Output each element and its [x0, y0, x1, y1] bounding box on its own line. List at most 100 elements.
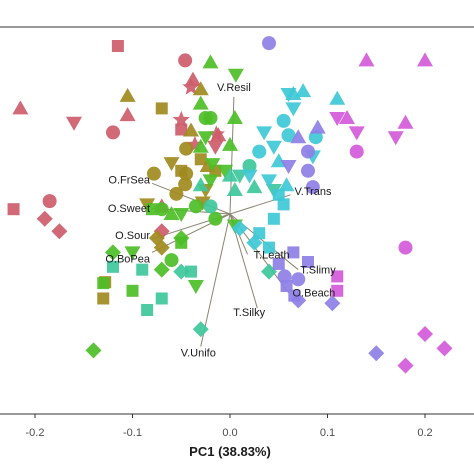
loading-vector — [200, 213, 231, 347]
data-point-red-diamond — [36, 210, 53, 227]
data-point-olive-diamond — [153, 239, 170, 256]
data-point-teal-triangle — [192, 177, 209, 192]
data-point-green-diamond — [173, 230, 190, 246]
data-point-red-star — [172, 110, 190, 128]
data-point-teal-circle — [242, 159, 257, 173]
data-point-green-triangle — [222, 136, 238, 151]
data-point-magenta-diamond — [436, 340, 453, 357]
loading-label: O.Beach — [293, 288, 336, 300]
data-point-cyan-diamond — [231, 220, 248, 237]
data-point-green-square — [126, 284, 139, 297]
x-tick-label: 0.2 — [417, 427, 432, 439]
data-point-cyan-circle — [281, 128, 296, 143]
loading-label: T.Leath — [254, 249, 290, 261]
data-point-olive-tridown — [163, 157, 180, 172]
data-point-green-tridown — [197, 131, 214, 146]
data-point-cyan-tridown — [280, 88, 297, 102]
data-point-blue-tridown — [280, 160, 297, 174]
data-point-red-square — [175, 123, 188, 136]
data-point-green-diamond — [153, 261, 170, 278]
loading-label: T.Slimy — [300, 265, 336, 277]
data-point-teal-square — [185, 265, 197, 278]
x-tick-label: 0.0 — [222, 427, 237, 439]
data-point-teal-diamond — [192, 321, 209, 338]
data-point-blue-circle — [301, 144, 315, 159]
data-point-green-square — [97, 277, 110, 290]
loading-label: O.FrSea — [108, 174, 150, 186]
data-point-cyan-triangle — [329, 90, 346, 105]
data-point-red-circle — [42, 194, 57, 209]
data-point-red-tridown — [66, 116, 82, 131]
data-point-cyan-square — [267, 212, 280, 225]
data-point-red-star — [186, 135, 204, 153]
data-point-magenta-triangle — [339, 110, 355, 124]
data-point-red-star — [207, 125, 225, 142]
data-point-magenta-triangle — [397, 114, 414, 129]
data-point-magenta-tridown — [348, 126, 365, 141]
data-point-red-star — [182, 78, 200, 95]
data-point-red-triangle — [119, 107, 136, 122]
data-point-olive-circle — [179, 166, 194, 181]
data-point-green-triangle — [202, 54, 219, 69]
data-point-teal-square — [136, 263, 149, 276]
data-point-green-tridown — [187, 280, 204, 294]
loading-label: O.BoPea — [105, 253, 151, 265]
data-point-olive-circle — [178, 177, 193, 192]
data-point-magenta-tridown — [329, 112, 346, 126]
data-point-blue-triangle — [309, 119, 326, 134]
x-tick-label: -0.2 — [26, 427, 45, 439]
data-point-teal-triangle — [246, 179, 263, 194]
loading-label: V.Unifo — [181, 347, 216, 359]
loading-label: T.Silky — [233, 307, 265, 319]
data-point-green-circle — [188, 199, 203, 214]
data-point-green-circle — [164, 253, 179, 268]
x-tick-label: 0.1 — [320, 427, 335, 439]
data-point-green-tridown — [173, 208, 190, 222]
data-point-green-circle — [208, 211, 223, 226]
data-point-green-tridown — [202, 174, 219, 189]
data-point-blue-circle — [301, 163, 315, 178]
data-point-olive-circle — [146, 166, 161, 181]
data-point-teal-diamond — [173, 263, 190, 280]
data-point-cyan-tridown — [241, 169, 258, 184]
data-point-cyan-tridown — [261, 174, 277, 189]
data-point-magenta-tridown — [387, 131, 404, 146]
data-point-olive-square — [155, 102, 168, 115]
data-point-cyan-circle — [252, 144, 267, 159]
data-point-olive-square — [97, 292, 110, 305]
loading-label: O.Sweet — [108, 203, 150, 215]
data-point-cyan-circle — [276, 113, 291, 128]
data-point-magenta-diamond — [417, 326, 433, 342]
data-point-olive-circle — [169, 186, 184, 201]
data-point-magenta-square — [331, 284, 344, 297]
data-point-green-circle — [154, 202, 169, 217]
data-point-magenta-triangle — [417, 52, 433, 67]
data-point-green-tridown — [227, 68, 244, 83]
data-point-magenta-diamond — [397, 357, 414, 374]
data-point-olive-square — [194, 153, 207, 166]
data-point-magenta-circle — [349, 144, 364, 159]
data-point-blue-circle — [305, 180, 320, 195]
data-point-cyan-diamond — [246, 234, 263, 251]
plot-frame — [0, 26, 474, 415]
data-point-red-triangle — [184, 71, 201, 86]
loading-labels: V.Resil O.FrSea O.Sweet O.Sour O.BoPea V.Tran… — [105, 82, 336, 360]
data-point-red-triangle — [12, 100, 29, 115]
data-point-olive-triangle — [192, 81, 209, 96]
data-point-cyan-tridown — [285, 102, 302, 117]
data-point-blue-circle — [291, 272, 306, 287]
data-point-cyan-triangle — [295, 83, 312, 98]
data-point-cyan-circle — [308, 130, 323, 145]
data-point-green-diamond — [85, 342, 102, 359]
data-point-teal-triangle — [222, 167, 238, 182]
data-point-green-tridown — [217, 164, 234, 179]
data-point-blue-diamond — [324, 295, 341, 312]
data-point-blue-triangle — [290, 129, 307, 144]
data-point-red-circle — [106, 125, 120, 140]
data-point-olive-circle — [179, 141, 194, 156]
data-point-magenta-circle — [398, 240, 413, 255]
data-point-green-square — [146, 203, 158, 216]
data-point-cyan-square — [272, 188, 285, 201]
data-point-green-diamond — [105, 244, 121, 261]
